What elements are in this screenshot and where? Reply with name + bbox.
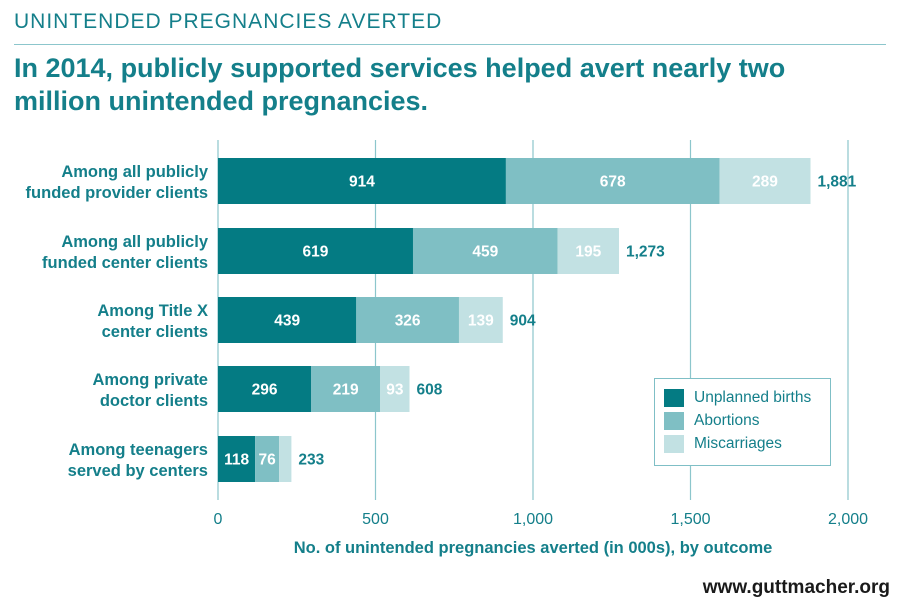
category-label-line: funded provider clients [26,184,208,202]
legend-label-abortions: Abortions [694,412,760,429]
bar-miscarriages-4 [380,366,410,412]
category-label-line: Among all publicly [61,233,209,251]
category-label-line: doctor clients [100,392,208,410]
bar-total-label: 233 [298,452,324,469]
category-label: Among Title X center clients [97,302,208,341]
bar-value-label: 219 [333,382,359,399]
x-axis-title: No. of unintended pregnancies averted (i… [294,539,773,557]
bar-value-label: 678 [600,174,626,191]
legend: Unplanned births Abortions Miscarriages [654,378,831,466]
site-url: www.guttmacher.org [702,577,890,598]
bar-value-label: 139 [468,313,494,330]
bar-miscarriages-3 [458,297,503,343]
bar-miscarriages-1 [719,158,811,204]
bar-unplanned-births-5 [218,436,256,482]
category-label-line: Among teenagers [69,441,208,459]
category-label-line: funded center clients [42,254,208,272]
category-label-line: Among all publicly [61,163,209,181]
bar-abortions-5 [255,436,280,482]
category-labels: Among all publicly funded provider client… [26,163,209,480]
bar-unplanned-births-3 [218,297,357,343]
bar-abortions-1 [505,158,720,204]
bar-value-label: 93 [386,382,404,399]
bar-unplanned-births-2 [218,228,413,274]
legend-item-unplanned-births: Unplanned births [664,389,811,407]
bar-value-label: 76 [259,452,277,469]
category-label-line: served by centers [68,462,208,480]
bar-miscarriages-2 [557,228,619,274]
bar-unplanned-births-4 [218,366,312,412]
bar-value-label: 118 [224,452,249,469]
legend-swatch-miscarriages [664,435,684,453]
bar-miscarriages-5 [279,436,292,482]
legend-swatch-unplanned-births [664,389,684,407]
bar-value-label: 914 [349,174,375,191]
bar-total-label: 904 [510,313,536,330]
bar-value-label: 289 [752,174,778,191]
category-label-line: center clients [102,323,208,341]
bar-value-label: 296 [252,382,278,399]
x-axis: 0 500 1,000 1,500 2,000 No. of unintended pre… [214,511,869,557]
bar-value-label: 439 [274,313,300,330]
legend-item-miscarriages: Miscarriages [664,435,782,453]
x-tick-label: 0 [214,511,223,528]
bar-total-label: 1,881 [818,174,857,191]
category-label-line: Among Title X [97,302,208,320]
legend-swatch-abortions [664,412,684,430]
bar-unplanned-births-1 [218,158,506,204]
category-label: Among private doctor clients [92,371,208,410]
category-label: Among all publicly funded provider client… [26,163,209,202]
bars [218,158,811,482]
chart-headline: In 2014, publicly supported services hel… [14,53,786,116]
bar-total-label: 1,273 [626,244,665,261]
bar-abortions-4 [311,366,381,412]
category-label: Among all publicly funded center clients [42,233,209,272]
bar-value-label: 459 [472,244,498,261]
bar-value-label: 619 [303,244,329,261]
x-tick-label: 2,000 [828,511,868,528]
legend-label-miscarriages: Miscarriages [694,435,782,452]
bar-total-label: 608 [417,382,443,399]
bar-abortions-3 [356,297,459,343]
legend-label-unplanned-births: Unplanned births [694,389,812,406]
category-label: Among teenagers served by centers [68,441,208,480]
bar-labels: 914 678 289 1,881 619 459 195 1,273 439 326 139 904… [224,174,857,469]
chart-kicker: UNINTENDED PREGNANCIES AVERTED [14,10,443,33]
header-rule [14,44,886,45]
bar-value-label: 326 [395,313,421,330]
legend-item-abortions: Abortions [664,412,759,430]
category-label-line: Among private [92,371,208,389]
bar-abortions-2 [412,228,558,274]
x-tick-label: 1,500 [670,511,710,528]
bar-value-label: 195 [575,244,601,261]
x-tick-label: 1,000 [513,511,553,528]
x-tick-label: 500 [362,511,389,528]
